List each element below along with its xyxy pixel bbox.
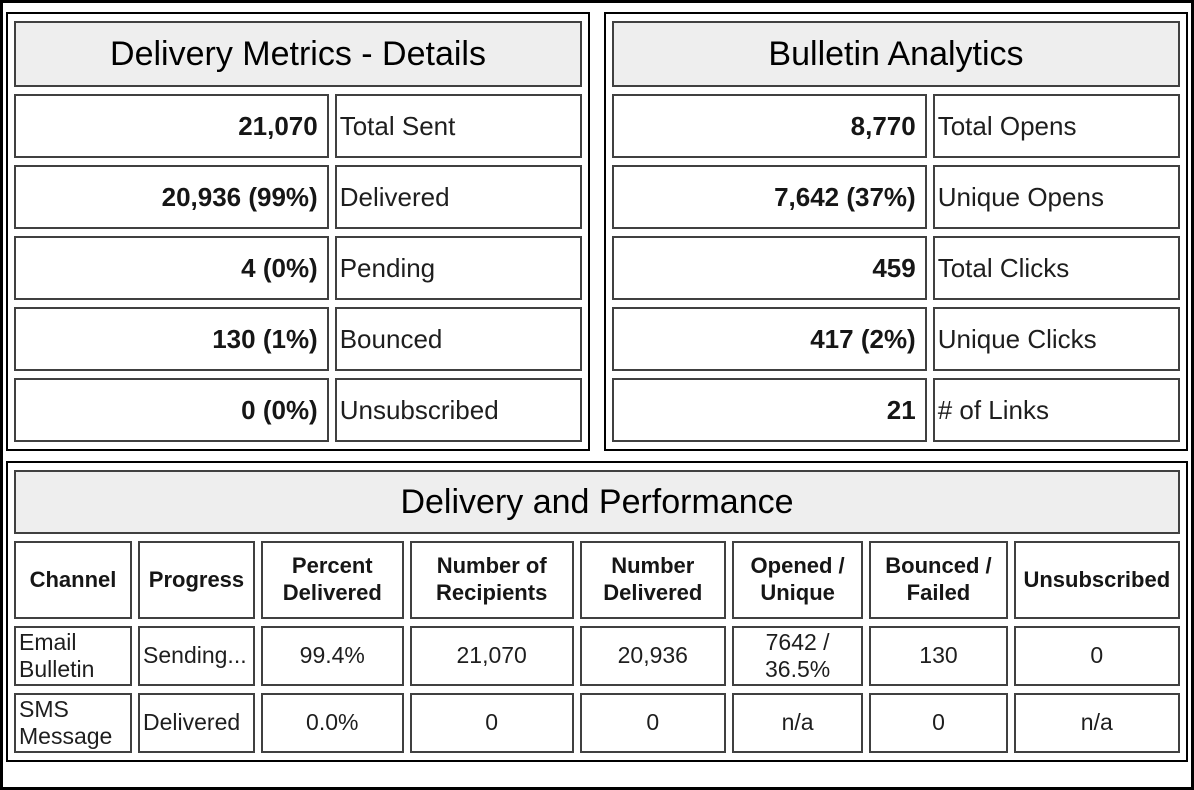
cell-unsubscribed: 0 (1013, 626, 1180, 686)
cell-number-delivered: 0 (579, 693, 726, 753)
metric-value: 130 (1%) (14, 307, 329, 371)
cell-percent-delivered: 99.4% (260, 626, 404, 686)
cell-bounced-failed: 130 (869, 626, 1008, 686)
delivery-metric-row: 21,070 Total Sent (14, 94, 582, 158)
analytics-metric-row: 417 (2%) Unique Clicks (612, 307, 1180, 371)
metric-label: Pending (334, 236, 582, 300)
metric-label: Bounced (334, 307, 582, 371)
metric-label: Unique Opens (932, 165, 1180, 229)
bulletin-analytics-title-row: Bulletin Analytics (612, 21, 1180, 87)
cell-opened-unique: 7642 / 36.5% (731, 626, 864, 686)
metric-label: Total Opens (932, 94, 1180, 158)
cell-unsubscribed: n/a (1013, 693, 1180, 753)
delivery-metric-row: 20,936 (99%) Delivered (14, 165, 582, 229)
metric-label: Unique Clicks (932, 307, 1180, 371)
performance-row: SMS Message Delivered 0.0% 0 0 n/a 0 n/a (14, 693, 1180, 753)
delivery-metric-row: 130 (1%) Bounced (14, 307, 582, 371)
bulletin-analytics-title: Bulletin Analytics (612, 21, 1180, 87)
analytics-metric-row: 459 Total Clicks (612, 236, 1180, 300)
metric-label: # of Links (932, 378, 1180, 442)
delivery-metrics-table: Delivery Metrics - Details 21,070 Total … (6, 12, 590, 451)
metric-value: 20,936 (99%) (14, 165, 329, 229)
metric-value: 459 (612, 236, 927, 300)
cell-percent-delivered: 0.0% (260, 693, 404, 753)
metric-label: Total Sent (334, 94, 582, 158)
metric-value: 7,642 (37%) (612, 165, 927, 229)
performance-row: Email Bulletin Sending... 99.4% 21,070 2… (14, 626, 1180, 686)
delivery-metrics-title: Delivery Metrics - Details (14, 21, 582, 87)
delivery-performance-title: Delivery and Performance (14, 470, 1180, 534)
column-header: Bounced / Failed (869, 541, 1008, 619)
column-header: Number Delivered (579, 541, 726, 619)
delivery-performance-title-row: Delivery and Performance (14, 470, 1180, 534)
column-header: Percent Delivered (260, 541, 404, 619)
column-header: Progress (138, 541, 255, 619)
cell-progress: Sending... (138, 626, 255, 686)
cell-opened-unique: n/a (731, 693, 864, 753)
analytics-metric-row: 8,770 Total Opens (612, 94, 1180, 158)
metric-value: 0 (0%) (14, 378, 329, 442)
metric-value: 21 (612, 378, 927, 442)
bulletin-analytics-table: Bulletin Analytics 8,770 Total Opens 7,6… (604, 12, 1188, 451)
cell-channel: Email Bulletin (14, 626, 133, 686)
delivery-metrics-title-row: Delivery Metrics - Details (14, 21, 582, 87)
metric-label: Unsubscribed (334, 378, 582, 442)
delivery-metric-row: 4 (0%) Pending (14, 236, 582, 300)
delivery-metric-row: 0 (0%) Unsubscribed (14, 378, 582, 442)
metric-value: 21,070 (14, 94, 329, 158)
cell-channel: SMS Message (14, 693, 133, 753)
bulletin-analytics-body: 8,770 Total Opens 7,642 (37%) Unique Ope… (612, 94, 1180, 442)
column-header: Channel (14, 541, 133, 619)
delivery-performance-table: Delivery and Performance Channel Progres… (6, 461, 1188, 762)
cell-progress: Delivered (138, 693, 255, 753)
cell-number-of-recipients: 21,070 (409, 626, 574, 686)
analytics-metric-row: 7,642 (37%) Unique Opens (612, 165, 1180, 229)
cell-number-of-recipients: 0 (409, 693, 574, 753)
column-header: Number of Recipients (409, 541, 574, 619)
summary-tables-row: Delivery Metrics - Details 21,070 Total … (6, 12, 1188, 451)
metric-value: 8,770 (612, 94, 927, 158)
metric-value: 4 (0%) (14, 236, 329, 300)
cell-number-delivered: 20,936 (579, 626, 726, 686)
metric-label: Total Clicks (932, 236, 1180, 300)
delivery-performance-header-row: Channel Progress Percent Delivered Numbe… (14, 541, 1180, 619)
delivery-performance-body: Email Bulletin Sending... 99.4% 21,070 2… (14, 626, 1180, 753)
cell-bounced-failed: 0 (869, 693, 1008, 753)
delivery-metrics-body: 21,070 Total Sent 20,936 (99%) Delivered… (14, 94, 582, 442)
analytics-metric-row: 21 # of Links (612, 378, 1180, 442)
column-header: Unsubscribed (1013, 541, 1180, 619)
column-header: Opened / Unique (731, 541, 864, 619)
metric-value: 417 (2%) (612, 307, 927, 371)
metric-label: Delivered (334, 165, 582, 229)
